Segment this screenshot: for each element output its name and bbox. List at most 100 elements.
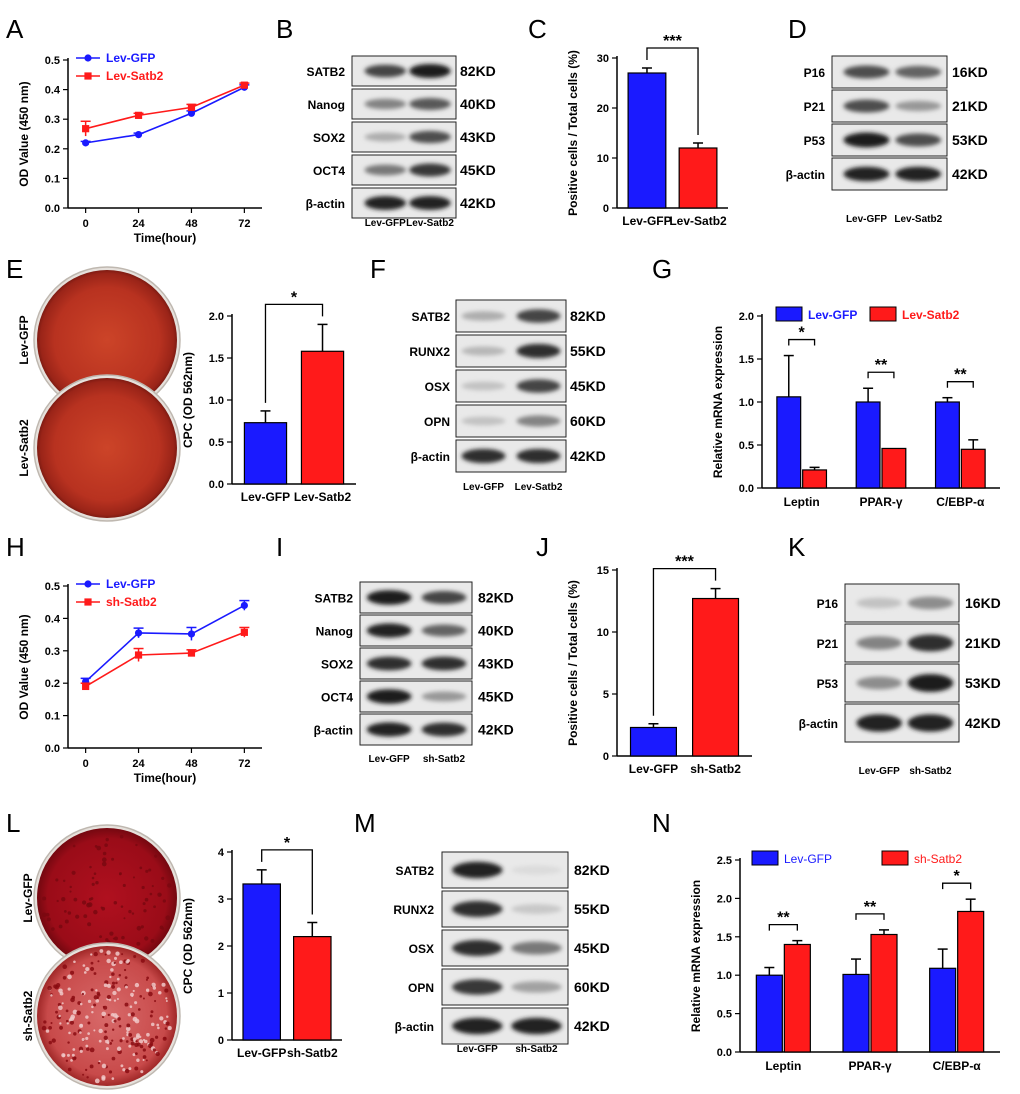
blot-kd-label: 45KD xyxy=(574,940,610,956)
blot-protein-label: RUNX2 xyxy=(393,903,434,917)
stain-speck xyxy=(72,1048,76,1051)
stain-speck xyxy=(89,865,92,869)
stain-speck xyxy=(111,981,116,985)
blot-protein-label: β-actin xyxy=(395,1020,434,1034)
stain-speck xyxy=(51,927,55,931)
stain-speck xyxy=(128,1044,132,1048)
stain-speck xyxy=(90,953,93,956)
blot-kd-label: 42KD xyxy=(952,166,988,182)
stain-speck xyxy=(69,885,72,889)
stain-speck xyxy=(93,1029,96,1032)
significance-bracket xyxy=(942,882,972,890)
y-tick-label: 5 xyxy=(603,689,609,701)
stain-speck xyxy=(103,1035,108,1040)
stain-speck xyxy=(91,882,95,886)
blot-band xyxy=(856,636,902,650)
stain-speck xyxy=(41,1025,47,1031)
stain-speck xyxy=(65,1059,69,1062)
stain-speck xyxy=(109,931,114,936)
legend-swatch xyxy=(775,306,803,322)
stain-speck xyxy=(82,1073,85,1076)
stain-speck xyxy=(96,845,102,851)
stain-speck xyxy=(59,1022,62,1025)
bar-chart-c: 0 10 20 30 Positive cells / Total cells (%) L… xyxy=(566,33,728,228)
blot-band xyxy=(511,941,562,955)
stain-speck xyxy=(66,1022,69,1025)
stain-speck xyxy=(165,997,168,1000)
stain-speck xyxy=(165,999,168,1002)
x-tick-label: 0 xyxy=(83,218,89,230)
y-tick-label: 0 xyxy=(603,203,609,215)
line-chart-a: 0.0 0.1 0.2 0.3 0.4 0.5 OD Value (450 nm) 0 24 48… xyxy=(17,51,262,245)
stain-speck xyxy=(71,1053,75,1057)
stain-speck xyxy=(86,1047,90,1051)
bar xyxy=(957,910,985,1053)
stain-speck xyxy=(146,976,149,980)
stain-speck xyxy=(132,1037,137,1042)
stain-speck xyxy=(88,897,92,901)
blot-protein-label: P16 xyxy=(804,66,826,80)
stain-speck xyxy=(48,1040,53,1045)
significance-bracket xyxy=(788,338,816,346)
stain-speck xyxy=(65,1009,69,1013)
bar-chart-l: 0 1 2 3 4 CPC (OD 562nm) Lev-GFP sh-Satb2 * xyxy=(181,835,342,1060)
western-blot-b: SATB2 82KD Nanog 40KD SOX2 43KD OCT4 45KD β-acti… xyxy=(306,55,496,229)
stain-speck xyxy=(99,935,103,939)
blot-protein-label: OSX xyxy=(425,380,450,394)
stain-speck xyxy=(106,950,111,955)
significance-bracket xyxy=(261,849,313,915)
stain-speck xyxy=(90,988,94,992)
blot-band xyxy=(452,901,503,917)
blot-sample-label: Lev-GFP xyxy=(463,482,504,493)
stain-speck xyxy=(166,1015,169,1018)
stain-speck xyxy=(126,1033,130,1037)
stain-speck xyxy=(101,1015,105,1019)
stain-speck xyxy=(97,1061,101,1065)
blot-band xyxy=(364,164,407,176)
stain-speck xyxy=(113,956,118,960)
stain-speck xyxy=(95,881,99,885)
stain-speck xyxy=(118,872,122,876)
stain-speck xyxy=(122,1068,126,1072)
stain-speck xyxy=(141,885,145,890)
blot-band xyxy=(364,196,407,210)
x-tick-label: 72 xyxy=(238,758,250,770)
blot-band xyxy=(421,590,467,605)
blot-kd-label: 42KD xyxy=(570,448,606,464)
stain-speck xyxy=(142,1048,146,1052)
blot-band xyxy=(452,861,503,879)
data-point xyxy=(134,130,143,139)
stain-speck xyxy=(91,1005,94,1009)
stain-speck xyxy=(48,1025,52,1030)
stain-speck xyxy=(90,961,94,965)
blot-kd-label: 55KD xyxy=(570,343,606,359)
stain-speck xyxy=(145,869,149,873)
stain-speck xyxy=(105,938,109,942)
data-point xyxy=(134,111,143,119)
dish-label: Lev-GFP xyxy=(21,873,35,922)
stain-speck xyxy=(75,914,80,919)
stain-speck xyxy=(115,981,118,985)
stain-speck xyxy=(62,1054,66,1057)
bar xyxy=(691,597,740,757)
stain-speck xyxy=(149,1014,153,1018)
stain-speck xyxy=(115,951,120,956)
y-tick-label: 0.0 xyxy=(739,483,754,495)
blot-kd-label: 53KD xyxy=(965,675,1001,691)
stain-speck xyxy=(123,917,126,920)
stain-speck xyxy=(95,989,98,992)
stain-speck xyxy=(111,1028,115,1031)
blot-protein-label: SOX2 xyxy=(321,658,353,672)
stain-speck xyxy=(154,854,158,858)
legend-swatch xyxy=(869,306,897,322)
x-category-label: Lev-Satb2 xyxy=(669,214,727,228)
stain-speck xyxy=(140,925,144,929)
stain-speck xyxy=(43,1020,47,1024)
stain-speck xyxy=(151,885,154,888)
blot-protein-label: β-actin xyxy=(786,168,825,182)
stain-speck xyxy=(140,958,145,963)
blot-sample-label: Lev-GFP xyxy=(846,214,887,225)
stain-speck xyxy=(113,999,117,1002)
blot-band xyxy=(409,63,451,79)
blot-band xyxy=(907,674,954,692)
